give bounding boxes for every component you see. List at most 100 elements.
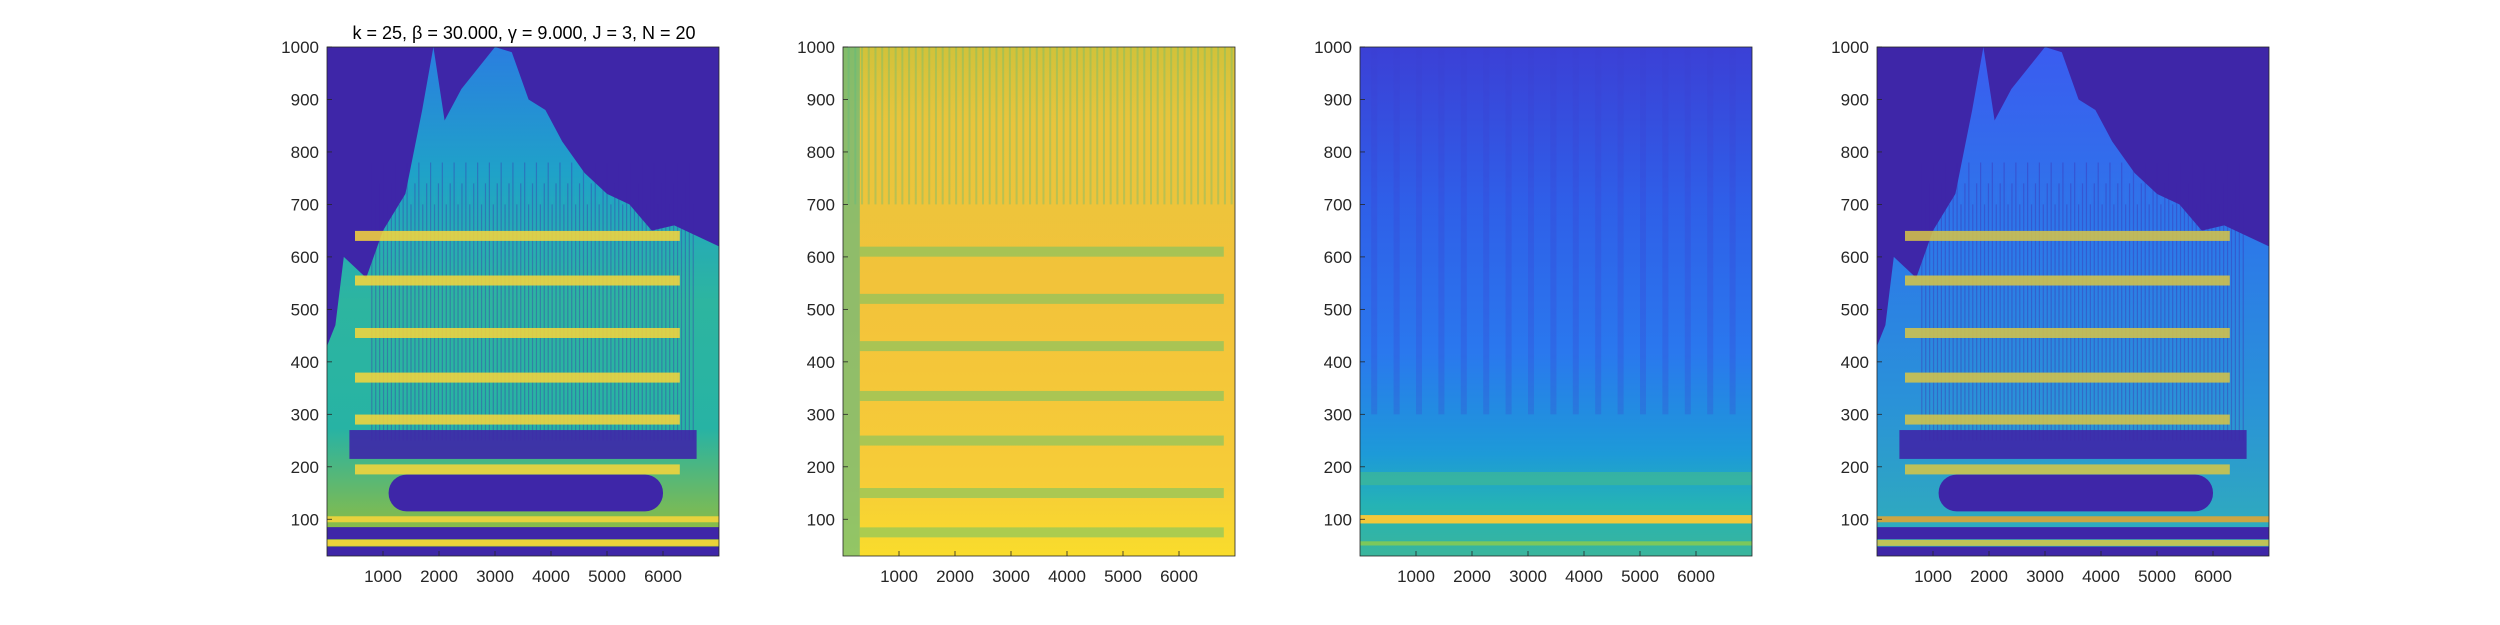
x-tick-label: 1000 xyxy=(880,567,918,586)
y-tick-label: 800 xyxy=(1841,143,1869,162)
harmonic-band xyxy=(1905,372,2230,383)
y-tick-label: 800 xyxy=(1324,143,1352,162)
x-tick-label: 1000 xyxy=(364,567,402,586)
low-energy-gap xyxy=(327,546,719,556)
y-tick-label: 500 xyxy=(1841,300,1869,319)
harmonic-band xyxy=(859,435,1224,446)
harmonic-band xyxy=(1905,275,2230,286)
striation xyxy=(1438,47,1445,415)
x-tick-label: 2000 xyxy=(936,567,974,586)
low-energy-gap xyxy=(388,474,663,512)
striation xyxy=(1483,47,1490,415)
striation xyxy=(1595,47,1602,415)
panel-4-envelope xyxy=(1877,47,2269,556)
harmonic-band xyxy=(1360,515,1752,524)
x-tick-label: 1000 xyxy=(1914,567,1952,586)
harmonic-band xyxy=(355,275,680,286)
y-tick-label: 200 xyxy=(1324,458,1352,477)
harmonic-band xyxy=(859,527,1224,538)
striation xyxy=(1572,47,1579,415)
y-tick-label: 500 xyxy=(1324,300,1352,319)
y-tick-label: 400 xyxy=(1324,353,1352,372)
harmonic-band xyxy=(1905,327,2230,338)
striation xyxy=(1707,47,1714,415)
panel-3-axes xyxy=(1359,46,1753,557)
x-tick-label: 4000 xyxy=(1565,567,1603,586)
x-tick-label: 4000 xyxy=(532,567,570,586)
striation xyxy=(1393,47,1400,415)
x-tick-label: 2000 xyxy=(420,567,458,586)
y-tick-label: 1000 xyxy=(1831,38,1869,57)
y-tick-label: 600 xyxy=(1324,248,1352,267)
low-energy-gap xyxy=(1938,474,2213,512)
harmonic-band xyxy=(859,341,1224,352)
harmonic-band xyxy=(1905,414,2230,425)
panel-3-field xyxy=(1360,47,1752,556)
edge-strip xyxy=(843,47,860,556)
harmonic-band xyxy=(1360,541,1752,546)
x-tick-label: 2000 xyxy=(1970,567,2008,586)
y-tick-label: 600 xyxy=(291,248,319,267)
harmonic-band xyxy=(355,372,680,383)
y-tick-label: 600 xyxy=(1841,248,1869,267)
y-tick-label: 700 xyxy=(1324,195,1352,214)
y-tick-label: 200 xyxy=(807,458,835,477)
x-tick-label: 3000 xyxy=(1509,567,1547,586)
harmonic-band xyxy=(327,539,719,546)
harmonic-band xyxy=(1905,464,2230,475)
panel-1-envelope xyxy=(327,47,719,556)
x-tick-label: 5000 xyxy=(588,567,626,586)
harmonic-band xyxy=(859,390,1224,401)
low-energy-gap xyxy=(349,430,697,459)
striation xyxy=(1550,47,1557,415)
harmonic-band xyxy=(355,464,680,475)
striation xyxy=(1729,47,1736,415)
harmonic-band xyxy=(1877,516,2269,523)
panel-1-axes xyxy=(326,46,720,557)
striation xyxy=(1528,47,1534,415)
striation xyxy=(1662,47,1669,415)
harmonic-band xyxy=(327,516,719,523)
striation xyxy=(1416,47,1422,415)
x-tick-label: 5000 xyxy=(1621,567,1659,586)
y-tick-label: 300 xyxy=(1841,405,1869,424)
x-tick-label: 3000 xyxy=(476,567,514,586)
harmonic-band xyxy=(859,246,1224,257)
y-tick-label: 900 xyxy=(291,90,319,109)
x-tick-label: 3000 xyxy=(2026,567,2064,586)
striation xyxy=(1460,47,1467,415)
y-tick-label: 400 xyxy=(291,353,319,372)
harmonic-band xyxy=(859,488,1224,499)
x-tick-label: 6000 xyxy=(1160,567,1198,586)
y-tick-label: 1000 xyxy=(1314,38,1352,57)
panel-4: 1000 2000 3000 4000 5000 6000 100 200 300 400 500 6… xyxy=(1831,38,2270,586)
figure-title: k = 25, β = 30.000, γ = 9.000, J = 3, N … xyxy=(352,23,695,43)
y-tick-label: 1000 xyxy=(797,38,835,57)
y-tick-label: 200 xyxy=(291,458,319,477)
y-tick-label: 700 xyxy=(1841,195,1869,214)
low-energy-gap xyxy=(1899,430,2247,459)
y-tick-label: 400 xyxy=(807,353,835,372)
x-tick-label: 3000 xyxy=(992,567,1030,586)
harmonic-band xyxy=(355,327,680,338)
x-tick-label: 6000 xyxy=(644,567,682,586)
striation xyxy=(1617,47,1624,415)
x-tick-label: 4000 xyxy=(1048,567,1086,586)
harmonic-band xyxy=(355,414,680,425)
y-tick-label: 900 xyxy=(807,90,835,109)
x-tick-label: 6000 xyxy=(2194,567,2232,586)
x-tick-label: 4000 xyxy=(2082,567,2120,586)
y-tick-label: 900 xyxy=(1841,90,1869,109)
harmonic-band xyxy=(859,293,1224,304)
striation xyxy=(1640,47,1646,415)
panel-3: 1000 2000 3000 4000 5000 6000 100 200 300 400 500 6… xyxy=(1314,38,1753,586)
y-tick-label: 300 xyxy=(291,405,319,424)
panel-1: 1000 2000 3000 4000 5000 6000 100 200 300 400 500 6… xyxy=(281,38,720,586)
y-tick-label: 500 xyxy=(291,300,319,319)
x-tick-label: 2000 xyxy=(1453,567,1491,586)
x-tick-label: 5000 xyxy=(1104,567,1142,586)
striation xyxy=(1371,47,1378,415)
striation xyxy=(1505,47,1512,415)
y-tick-label: 100 xyxy=(1324,510,1352,529)
harmonic-band xyxy=(1360,472,1752,486)
